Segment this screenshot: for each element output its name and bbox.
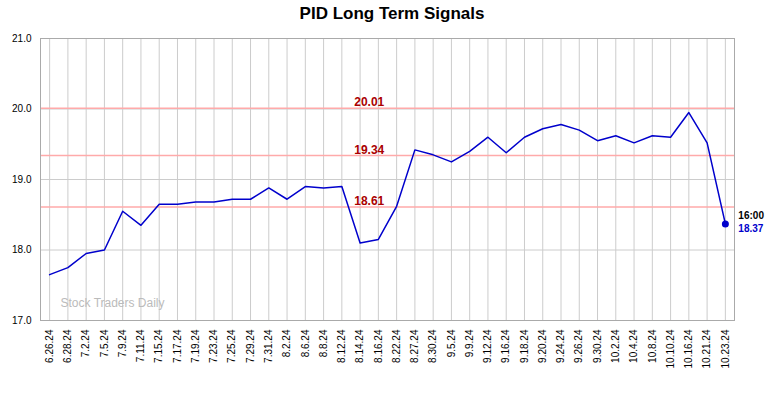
svg-text:6.28.24: 6.28.24 (62, 329, 73, 363)
svg-text:10.4.24: 10.4.24 (628, 329, 639, 363)
svg-text:7.31.24: 7.31.24 (263, 329, 274, 363)
svg-text:19.34: 19.34 (354, 143, 384, 157)
svg-text:8.30.24: 8.30.24 (427, 329, 438, 363)
svg-text:7.25.24: 7.25.24 (226, 329, 237, 363)
html-text:PID Long Term Signals: PID Long Term Signals (299, 4, 485, 23)
svg-text:8.16.24: 8.16.24 (373, 329, 384, 363)
svg-text:16:00: 16:00 (738, 210, 764, 221)
svg-text:10.21.24: 10.21.24 (701, 329, 712, 368)
svg-text:9.9.24: 9.9.24 (464, 329, 475, 357)
svg-text:7.29.24: 7.29.24 (245, 329, 256, 363)
svg-text:9.5.24: 9.5.24 (446, 329, 457, 357)
svg-text:8.22.24: 8.22.24 (391, 329, 402, 363)
svg-text:Stock Traders Daily: Stock Traders Daily (61, 296, 165, 310)
svg-text:18.61: 18.61 (354, 194, 384, 208)
svg-text:17.0: 17.0 (12, 315, 32, 326)
svg-text:19.0: 19.0 (12, 174, 32, 185)
svg-text:7.15.24: 7.15.24 (153, 329, 164, 363)
svg-text:20.0: 20.0 (12, 103, 32, 114)
svg-text:9.26.24: 9.26.24 (573, 329, 584, 363)
svg-text:9.30.24: 9.30.24 (592, 329, 603, 363)
svg-text:10.16.24: 10.16.24 (683, 329, 694, 368)
svg-text:7.5.24: 7.5.24 (99, 329, 110, 357)
svg-text:21.0: 21.0 (12, 33, 32, 44)
svg-text:7.2.24: 7.2.24 (80, 329, 91, 357)
svg-text:8.6.24: 8.6.24 (300, 329, 311, 357)
svg-text:20.01: 20.01 (354, 95, 384, 109)
svg-text:7.19.24: 7.19.24 (190, 329, 201, 363)
svg-text:9.20.24: 9.20.24 (537, 329, 548, 363)
svg-text:7.9.24: 7.9.24 (117, 329, 128, 357)
svg-text:9.16.24: 9.16.24 (500, 329, 511, 363)
svg-text:8.2.24: 8.2.24 (281, 329, 292, 357)
svg-text:6.26.24: 6.26.24 (44, 329, 55, 363)
svg-text:10.2.24: 10.2.24 (610, 329, 621, 363)
svg-text:8.14.24: 8.14.24 (354, 329, 365, 363)
svg-text:10.10.24: 10.10.24 (665, 329, 676, 368)
svg-text:18.37: 18.37 (738, 223, 763, 234)
svg-text:10.8.24: 10.8.24 (647, 329, 658, 363)
svg-text:9.12.24: 9.12.24 (482, 329, 493, 363)
svg-text:10.23.24: 10.23.24 (720, 329, 731, 368)
svg-text:8.12.24: 8.12.24 (336, 329, 347, 363)
svg-text:7.17.24: 7.17.24 (172, 329, 183, 363)
svg-text:7.11.24: 7.11.24 (135, 329, 146, 362)
svg-text:8.8.24: 8.8.24 (318, 329, 329, 357)
svg-text:18.0: 18.0 (12, 244, 32, 255)
svg-text:7.23.24: 7.23.24 (208, 329, 219, 363)
svg-text:9.18.24: 9.18.24 (519, 329, 530, 363)
svg-text:9.24.24: 9.24.24 (555, 329, 566, 363)
svg-text:8.27.24: 8.27.24 (409, 329, 420, 363)
